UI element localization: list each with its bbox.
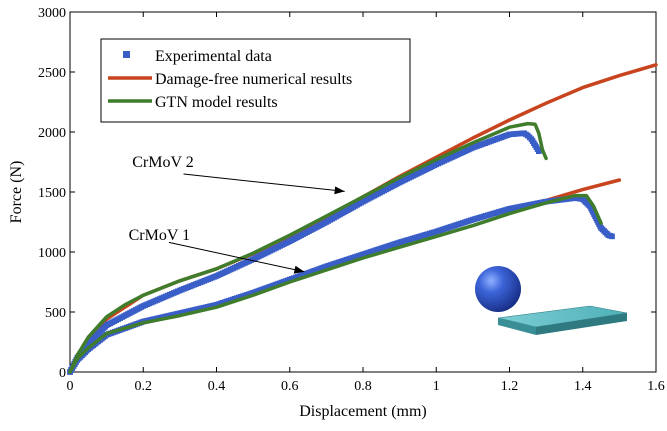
y-tick-label: 1500 [38, 186, 66, 201]
annotation-arrowhead [334, 186, 345, 195]
series-gtn-model-results-crmov-1 [68, 193, 603, 374]
x-tick-label: 0.4 [208, 379, 226, 394]
y-tick-label: 1000 [38, 246, 66, 261]
y-tick-label: 2000 [38, 126, 66, 141]
legend-label-damage-free: Damage-free numerical results [155, 71, 352, 88]
y-tick-label: 3000 [38, 6, 66, 21]
series-experimental-data-crmov-1 [67, 195, 615, 375]
plate-side [536, 313, 627, 335]
x-tick-label: 1 [433, 379, 440, 394]
legend-label-experimental: Experimental data [155, 48, 272, 65]
x-tick-label: 0.6 [281, 379, 299, 394]
x-tick-label: 1.4 [574, 379, 592, 394]
x-tick-label: 0.2 [135, 379, 153, 394]
sphere-plate-illustration [475, 266, 628, 335]
sphere [475, 266, 521, 312]
annotation-label: CrMoV 1 [129, 227, 191, 244]
y-axis-label: Force (N) [8, 161, 25, 224]
annotation-arrow [168, 241, 305, 273]
series-layer [67, 63, 658, 375]
data-point [609, 233, 615, 240]
plot-area: 0 0.2 0.4 0.6 0.8 1 1.2 1.4 1.6 0 500 1000 1500 2000 2… [38, 6, 665, 394]
legend-label-gtn: GTN model results [155, 94, 278, 111]
data-point [536, 148, 542, 154]
plate-front [498, 318, 536, 335]
x-tick-label: 1.2 [501, 379, 519, 394]
annotation-layer: CrMoV 2 CrMoV 1 [129, 154, 345, 274]
x-tick-label: 1.6 [647, 379, 665, 394]
y-tick-label: 0 [59, 366, 66, 381]
series-gtn-model-results-crmov-2 [68, 121, 548, 374]
x-tick-label: 0 [67, 379, 74, 394]
legend-marker-experimental [123, 51, 130, 58]
y-tick-label: 2500 [38, 66, 66, 81]
annotation-arrowhead [293, 265, 305, 274]
legend-box [100, 38, 411, 123]
annotation-label: CrMoV 2 [132, 154, 194, 171]
annotation-arrow [183, 173, 345, 192]
y-tick-label: 500 [45, 306, 66, 321]
x-tick-label: 0.8 [354, 379, 372, 394]
x-axis-label: Displacement (mm) [299, 403, 427, 420]
legend: Experimental data Damage-free numerical … [100, 38, 411, 123]
